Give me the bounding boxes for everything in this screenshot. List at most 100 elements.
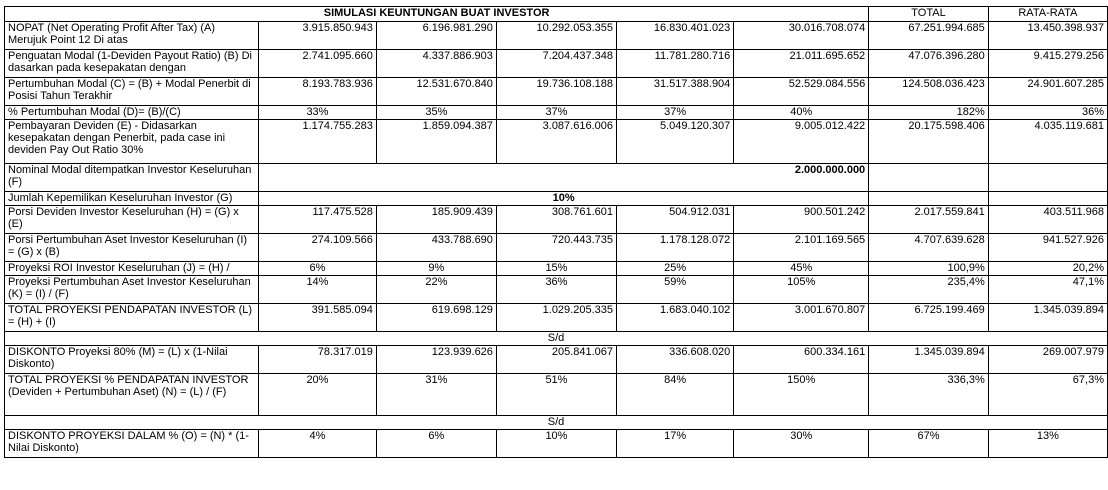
year-2-value: 22% [375, 275, 497, 304]
total-value: 4.707.639.628 [868, 233, 989, 262]
total-value: 182% [868, 105, 989, 120]
table-row: Porsi Pertumbuhan Aset Investor Keseluru… [3, 233, 1108, 262]
year-5-value: 900.501.242 [733, 205, 870, 234]
year-2-value: 9% [375, 261, 497, 276]
year-3-value: 15% [495, 261, 618, 276]
average-value: 24.901.607.285 [987, 77, 1108, 106]
year-3-value: 308.761.601 [495, 205, 618, 234]
row-label: TOTAL PROYEKSI % PENDAPATAN INVESTOR (De… [3, 373, 260, 416]
year-4-value: 37% [615, 105, 735, 120]
total-value: 235,4% [868, 275, 989, 304]
year-4-value: 504.912.031 [615, 205, 735, 234]
year-4-value: 5.049.120.307 [615, 119, 735, 164]
year-3-value: 10.292.053.355 [495, 21, 618, 50]
total-value: 67% [868, 429, 989, 458]
ownership-value: 10% [258, 191, 870, 206]
year-2-value: 31% [375, 373, 497, 416]
year-2-value: 123.939.626 [375, 345, 497, 374]
year-3-value: 205.841.067 [495, 345, 618, 374]
year-2-value: 6.196.981.290 [375, 21, 497, 50]
average-value: 36% [987, 105, 1108, 120]
year-4-value: 25% [615, 261, 735, 276]
table-row: Proyeksi Pertumbuhan Aset Investor Kesel… [3, 275, 1108, 304]
year-2-value: 35% [375, 105, 497, 120]
total-value: 124.508.036.423 [868, 77, 989, 106]
year-4-value: 31.517.388.904 [615, 77, 735, 106]
table-row: DISKONTO PROYEKSI DALAM % (O) = (N) * (1… [3, 429, 1108, 458]
average-value: 13.450.398.937 [987, 21, 1108, 50]
row-label: NOPAT (Net Operating Profit After Tax) (… [3, 21, 260, 50]
investor-simulation-table: SIMULASI KEUNTUNGAN BUAT INVESTOR TOTAL … [3, 6, 1108, 458]
average-value: 403.511.968 [987, 205, 1108, 234]
year-5-value: 600.334.161 [733, 345, 870, 374]
year-1-value: 20% [258, 373, 377, 416]
table-row: TOTAL PROYEKSI % PENDAPATAN INVESTOR (De… [3, 373, 1108, 416]
year-2-value: 6% [375, 429, 497, 458]
average-header: RATA-RATA [987, 6, 1108, 22]
year-2-value: 1.859.094.387 [375, 119, 497, 164]
year-1-value: 3.915.850.943 [258, 21, 377, 50]
year-5-value: 2.101.169.565 [733, 233, 870, 262]
total-header: TOTAL [868, 6, 989, 22]
row-label: Penguatan Modal (1-Deviden Payout Ratio)… [3, 49, 260, 78]
year-5-value: 52.529.084.556 [733, 77, 870, 106]
average-value: 1.345.039.894 [987, 303, 1108, 332]
average-value: 9.415.279.256 [987, 49, 1108, 78]
year-3-value: 7.204.437.348 [495, 49, 618, 78]
empty-cell [987, 163, 1108, 192]
year-1-value: 4% [258, 429, 377, 458]
header-row: SIMULASI KEUNTUNGAN BUAT INVESTOR TOTAL … [3, 6, 1108, 22]
empty-cell [987, 191, 1108, 206]
average-value: 4.035.119.681 [987, 119, 1108, 164]
row-label: Porsi Deviden Investor Keseluruhan (H) =… [3, 205, 260, 234]
year-5-value: 30% [733, 429, 870, 458]
total-value: 1.345.039.894 [868, 345, 989, 374]
row-label: Porsi Pertumbuhan Aset Investor Keseluru… [3, 233, 260, 262]
year-4-value: 59% [615, 275, 735, 304]
year-5-value: 45% [733, 261, 870, 276]
year-1-value: 8.193.783.936 [258, 77, 377, 106]
average-value: 941.527.926 [987, 233, 1108, 262]
table-row: TOTAL PROYEKSI PENDAPATAN INVESTOR (L) =… [3, 303, 1108, 332]
year-4-value: 16.830.401.023 [615, 21, 735, 50]
row-label: Proyeksi ROI Investor Keseluruhan (J) = … [3, 261, 260, 276]
table-row: Pertumbuhan Modal (C) = (B) + Modal Pene… [3, 77, 1108, 106]
table-row: DISKONTO Proyeksi 80% (M) = (L) x (1-Nil… [3, 345, 1108, 374]
year-5-value: 150% [733, 373, 870, 416]
total-value: 6.725.199.469 [868, 303, 989, 332]
average-value: 67,3% [987, 373, 1108, 416]
average-value: 13% [987, 429, 1108, 458]
total-value: 2.017.559.841 [868, 205, 989, 234]
table-row: NOPAT (Net Operating Profit After Tax) (… [3, 21, 1108, 50]
year-3-value: 3.087.616.006 [495, 119, 618, 164]
table-row: % Pertumbuhan Modal (D)= (B)/(C) 33% 35%… [3, 105, 1108, 120]
table-row: Pembayaran Deviden (E) - Didasarkan kese… [3, 119, 1108, 164]
year-5-value: 9.005.012.422 [733, 119, 870, 164]
year-1-value: 33% [258, 105, 377, 120]
empty-cell [868, 191, 989, 206]
year-1-value: 274.109.566 [258, 233, 377, 262]
year-2-value: 4.337.886.903 [375, 49, 497, 78]
year-1-value: 391.585.094 [258, 303, 377, 332]
year-2-value: 619.698.129 [375, 303, 497, 332]
year-3-value: 36% [495, 275, 618, 304]
total-value: 100,9% [868, 261, 989, 276]
year-4-value: 1.683.040.102 [615, 303, 735, 332]
year-5-value: 3.001.670.807 [733, 303, 870, 332]
year-5-value: 21.011.695.652 [733, 49, 870, 78]
year-4-value: 84% [615, 373, 735, 416]
average-value: 20,2% [987, 261, 1108, 276]
table-row: Porsi Deviden Investor Keseluruhan (H) =… [3, 205, 1108, 234]
sd-label: S/d [4, 331, 1108, 346]
table-row: Penguatan Modal (1-Deviden Payout Ratio)… [3, 49, 1108, 78]
separator-row: S/d [4, 415, 1108, 430]
row-label: % Pertumbuhan Modal (D)= (B)/(C) [3, 105, 260, 120]
table-row: Jumlah Kepemilikan Keseluruhan Investor … [3, 191, 1108, 206]
table-row: Proyeksi ROI Investor Keseluruhan (J) = … [3, 261, 1108, 276]
empty-cell [868, 163, 989, 192]
year-5-value: 30.016.708.074 [733, 21, 870, 50]
total-value: 47.076.396.280 [868, 49, 989, 78]
year-1-value: 2.741.095.660 [258, 49, 377, 78]
nominal-capital-value: 2.000.000.000 [258, 163, 870, 192]
year-4-value: 11.781.280.716 [615, 49, 735, 78]
